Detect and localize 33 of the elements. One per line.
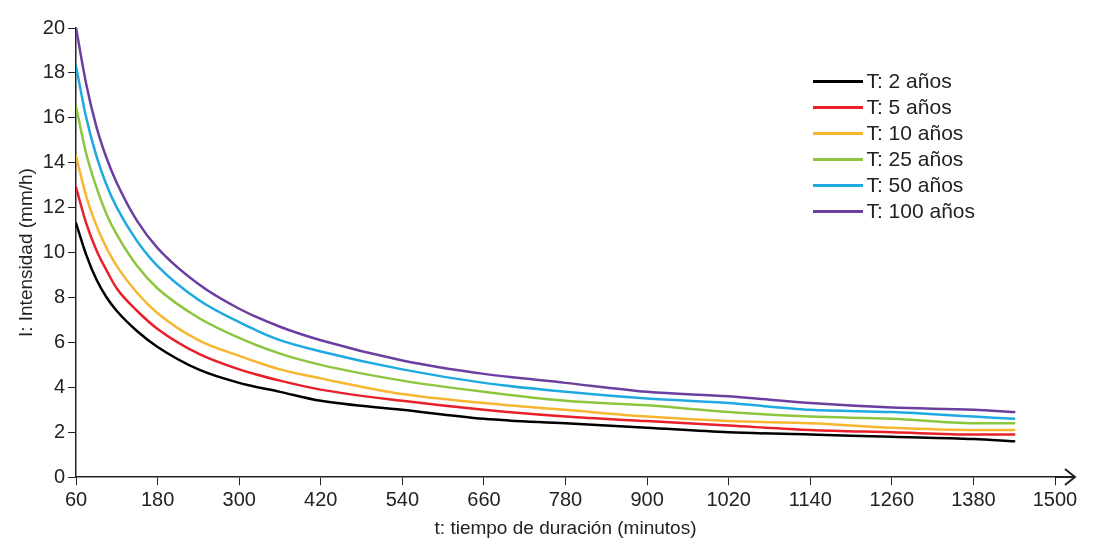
y-tick-label: 6 [53, 329, 66, 352]
x-tick-label: 900 [630, 487, 664, 510]
x-tick-label: 540 [385, 487, 420, 510]
x-tick-label: 1500 [1032, 487, 1078, 510]
y-tick-label: 2 [53, 419, 66, 442]
y-tick-label: 18 [42, 60, 66, 83]
y-axis-title: I: Intensidad (mm/h) [14, 168, 36, 338]
x-tick-label: 1260 [869, 487, 915, 510]
legend-label: T: 50 años [866, 172, 964, 198]
y-tick-label: 12 [42, 195, 66, 218]
x-axis-title: t: tiempo de duración (minutos) [434, 516, 697, 538]
y-tick-label: 0 [53, 464, 66, 487]
y-tick-label: 16 [42, 105, 66, 128]
x-tick-label: 180 [140, 487, 175, 510]
legend-label: T: 2 años [866, 68, 952, 94]
legend-label: T: 25 años [866, 146, 964, 172]
y-tick-label: 14 [42, 150, 66, 173]
x-tick-label: 1140 [788, 487, 832, 510]
x-tick-label: 420 [304, 487, 338, 510]
line-series [76, 222, 1016, 443]
legend-label: T: 5 años [866, 94, 952, 120]
x-tick-label: 780 [548, 487, 583, 510]
y-tick-label: 8 [53, 285, 66, 308]
x-tick-label: 60 [64, 487, 88, 510]
legend-label: T: 100 años [866, 198, 975, 224]
x-tick-label: 1380 [951, 487, 996, 510]
x-tick-label: 1020 [706, 487, 751, 510]
y-tick-label: 20 [42, 15, 66, 38]
x-tick-label: 660 [467, 487, 501, 510]
legend-label: T: 10 años [866, 120, 964, 146]
y-tick-label: 4 [53, 374, 66, 397]
x-tick-label: 300 [222, 487, 256, 510]
y-tick-label: 10 [42, 240, 66, 263]
